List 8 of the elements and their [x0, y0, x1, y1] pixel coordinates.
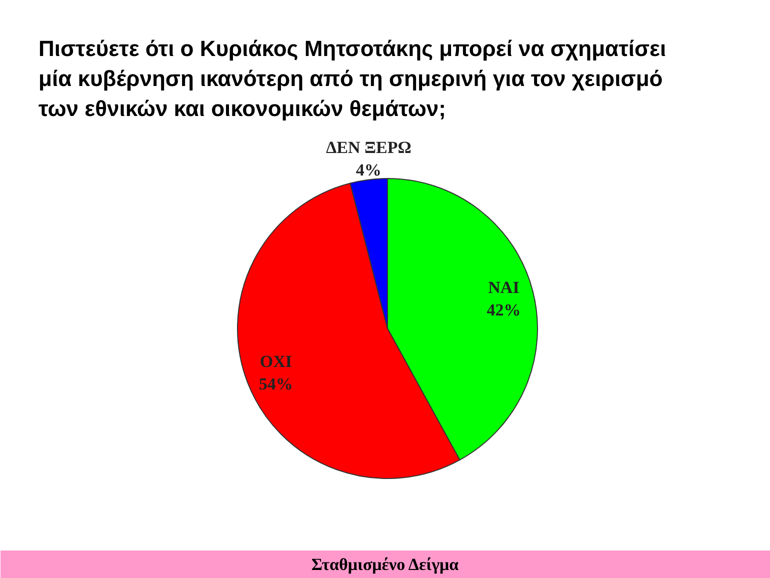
data-label: 4%: [356, 160, 382, 180]
slice-label: ΔΕΝ ΞΕΡΩ: [326, 138, 412, 157]
slice-label: ΝΑΙ: [488, 278, 520, 297]
chart-title: Πιστεύετε ότι ο Κυριάκος Μητσοτάκης μπορεί να σχηματίσει μία κυβέρνηση ικανότερη από τη σημερινή για τον χειρισμό των εθνικών και οικονομικών θεμάτων;: [38, 36, 666, 121]
text: Σταθμισμένο Δείγμα: [311, 555, 460, 574]
slice-label: ΟΧΙ: [260, 352, 292, 371]
data-label: 42%: [486, 300, 521, 320]
data-label: 54%: [258, 374, 293, 394]
